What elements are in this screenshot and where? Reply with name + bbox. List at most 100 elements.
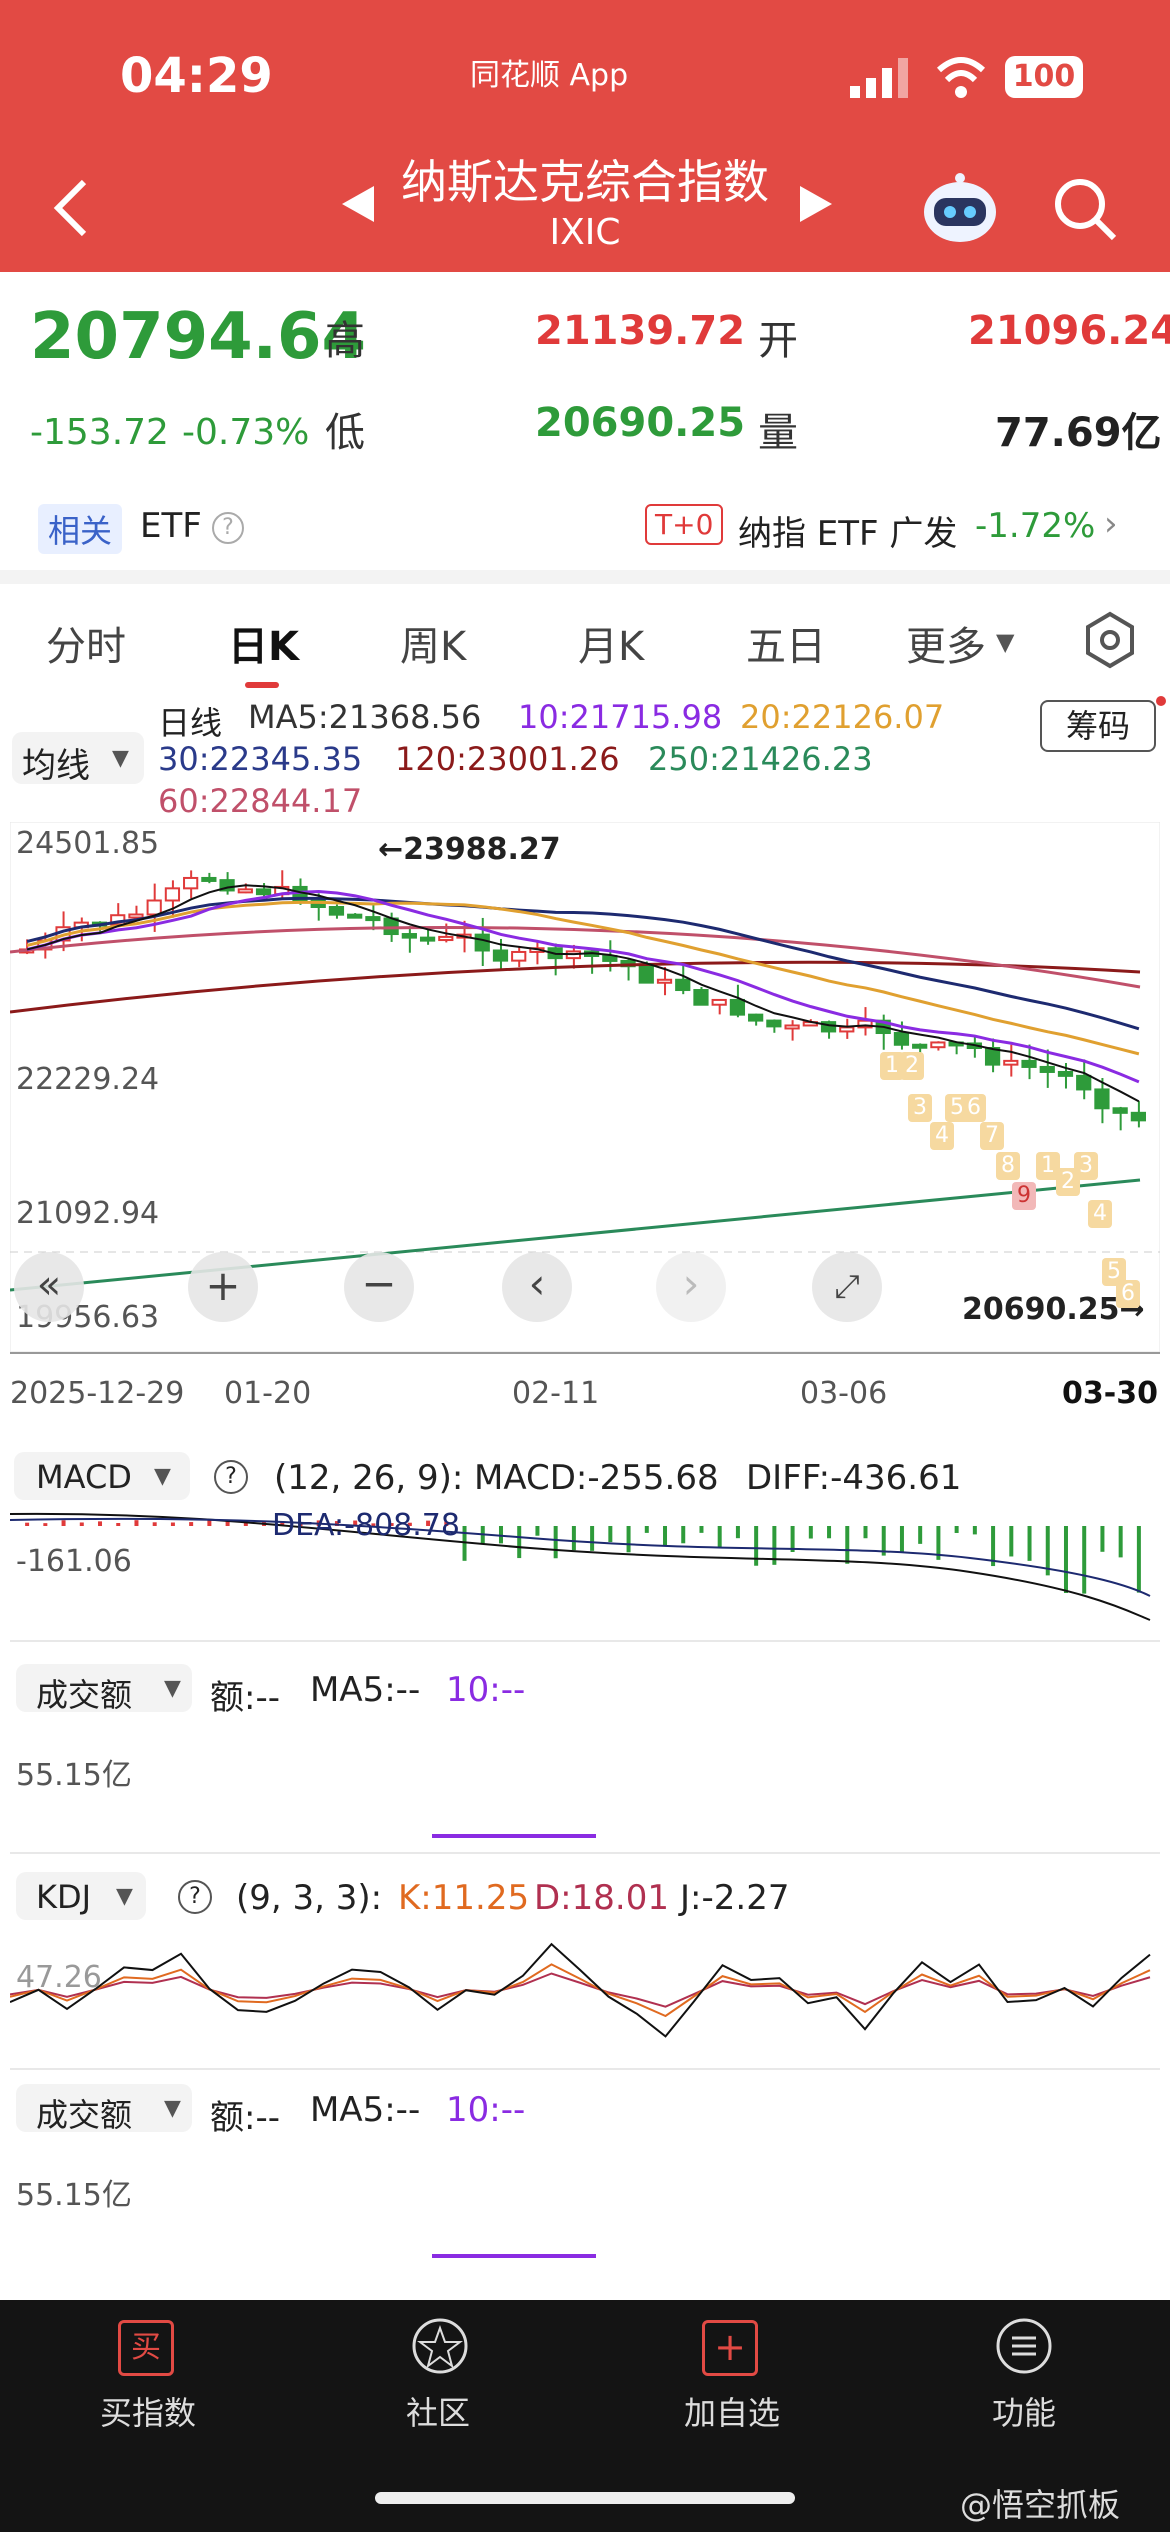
ma-selector-label: 均线 bbox=[22, 746, 90, 786]
candle-body bbox=[1094, 1088, 1110, 1110]
tab-five-day[interactable]: 五日 bbox=[746, 624, 826, 670]
tab-weekly-k[interactable]: 周K bbox=[400, 624, 467, 670]
nav-community[interactable]: 社区 bbox=[406, 2394, 471, 2432]
candle-body bbox=[164, 887, 181, 902]
macd-chart[interactable] bbox=[10, 1502, 1160, 1628]
turnover-ma10-line bbox=[432, 2254, 596, 2258]
fullscreen-icon[interactable]: ⤢ bbox=[812, 1252, 882, 1322]
candle-body bbox=[729, 998, 746, 1016]
candle-body bbox=[1112, 1107, 1128, 1114]
tab-daily-k[interactable]: 日K bbox=[228, 624, 299, 670]
turnover-y-label: 55.15亿 bbox=[16, 1758, 132, 1793]
sequence-marker: 1 bbox=[1036, 1152, 1060, 1180]
add-watchlist-icon[interactable]: + bbox=[702, 2320, 758, 2376]
help-icon[interactable]: ? bbox=[178, 1880, 212, 1914]
back-icon[interactable] bbox=[52, 178, 92, 238]
candle-body bbox=[328, 906, 345, 916]
candle-body bbox=[255, 888, 272, 896]
chips-button[interactable]: 筹码 bbox=[1040, 700, 1156, 752]
macd-selector-label: MACD bbox=[36, 1458, 132, 1496]
menu-icon[interactable] bbox=[994, 2316, 1054, 2376]
ma5-value: MA5:21368.56 bbox=[248, 698, 482, 736]
sequence-marker: 2 bbox=[900, 1052, 924, 1080]
community-icon[interactable] bbox=[410, 2316, 470, 2376]
candle-body bbox=[638, 965, 654, 984]
search-icon[interactable] bbox=[1052, 176, 1118, 242]
open-label: 开 bbox=[758, 318, 798, 364]
turnover-selector-label: 成交额 bbox=[36, 2096, 133, 2134]
zoom-out-icon[interactable]: − bbox=[344, 1252, 414, 1322]
help-icon[interactable]: ? bbox=[214, 1460, 248, 1494]
page-subtitle: IXIC bbox=[549, 212, 621, 253]
macd-selector[interactable]: MACD ▼ bbox=[14, 1452, 190, 1500]
ma-selector[interactable]: 均线 ▼ bbox=[12, 732, 144, 786]
kdj-y-label: 47.26 bbox=[16, 1960, 102, 1995]
buy-icon[interactable]: 买 bbox=[118, 2320, 174, 2376]
caret-down-icon: ▼ bbox=[996, 628, 1015, 656]
turnover-ma5: MA5:-- bbox=[310, 1670, 421, 1710]
candle-body bbox=[1003, 1059, 1019, 1066]
caret-down-icon: ▼ bbox=[116, 1884, 133, 1909]
kdj-selector-label: KDJ bbox=[36, 1878, 92, 1916]
price-change: -153.72 bbox=[30, 412, 169, 453]
tab-monthly-k[interactable]: 月K bbox=[578, 624, 645, 670]
price-change-pct: -0.73% bbox=[182, 412, 310, 453]
nav-buy-index[interactable]: 买指数 bbox=[100, 2394, 197, 2432]
kline-chart[interactable] bbox=[10, 822, 1160, 1352]
turnover-selector[interactable]: 成交额 ▼ bbox=[16, 1664, 192, 1714]
scroll-right-icon[interactable]: › bbox=[656, 1252, 726, 1322]
home-indicator[interactable] bbox=[375, 2492, 795, 2504]
ma10-value: 10:21715.98 bbox=[518, 698, 723, 736]
candle-body bbox=[1130, 1111, 1146, 1122]
candle-body bbox=[146, 899, 162, 916]
settings-hex-icon[interactable] bbox=[1080, 610, 1140, 670]
etf-label[interactable]: ETF bbox=[140, 506, 202, 546]
candle-body bbox=[219, 879, 235, 892]
y-label-2: 22229.24 bbox=[16, 1062, 160, 1097]
zoom-in-icon[interactable]: + bbox=[188, 1252, 258, 1322]
kdj-k: K:11.25 bbox=[398, 1878, 530, 1918]
prev-index-icon[interactable] bbox=[340, 184, 376, 224]
macd-value: MACD:-255.68 bbox=[474, 1458, 719, 1498]
kdj-selector[interactable]: KDJ ▼ bbox=[16, 1872, 146, 1920]
sequence-marker: 8 bbox=[996, 1152, 1020, 1180]
candle-body bbox=[201, 876, 217, 882]
zoom-all-icon[interactable]: « bbox=[14, 1252, 84, 1322]
candle-body bbox=[1021, 1059, 1037, 1068]
candle-body bbox=[675, 978, 691, 992]
next-index-icon[interactable] bbox=[798, 184, 834, 224]
candle-body bbox=[492, 949, 509, 962]
divider bbox=[10, 2068, 1160, 2070]
candle-body bbox=[401, 933, 417, 939]
tab-more[interactable]: 更多 bbox=[906, 624, 986, 670]
y-label-top: 24501.85 bbox=[16, 826, 160, 861]
low-value: 20690.25 bbox=[535, 400, 746, 446]
scroll-left-icon[interactable]: ‹ bbox=[502, 1252, 572, 1322]
high-label: 高 bbox=[325, 318, 365, 364]
wifi-icon bbox=[936, 57, 986, 98]
tab-intraday[interactable]: 分时 bbox=[46, 624, 126, 670]
turnover-ma10-line bbox=[432, 1834, 596, 1838]
candle-body bbox=[820, 1021, 837, 1033]
sequence-marker: 5 bbox=[1102, 1258, 1126, 1286]
chevron-right-icon[interactable]: › bbox=[1104, 504, 1118, 544]
divider bbox=[10, 1640, 1160, 1642]
ma60-value: 60:22844.17 bbox=[158, 782, 363, 820]
ma30-value: 30:22345.35 bbox=[158, 740, 363, 778]
turnover-amount: 额:-- bbox=[210, 2098, 280, 2138]
nav-add-watchlist[interactable]: 加自选 bbox=[684, 2394, 781, 2432]
sequence-marker: 3 bbox=[908, 1094, 932, 1122]
header-bar: 04:29 同花顺 App 100 纳斯达克综合指数 IXIC bbox=[0, 0, 1170, 272]
candle-body bbox=[912, 1043, 928, 1049]
diff-value: DIFF:-436.61 bbox=[746, 1458, 962, 1498]
kdj-chart[interactable] bbox=[10, 1926, 1160, 2060]
etf-name[interactable]: 纳指 ETF 广发 bbox=[738, 514, 958, 554]
candle-body bbox=[1076, 1074, 1092, 1091]
related-badge[interactable]: 相关 bbox=[38, 504, 123, 554]
robot-assistant-icon[interactable] bbox=[920, 172, 1000, 244]
turnover-selector[interactable]: 成交额 ▼ bbox=[16, 2084, 192, 2134]
nav-functions[interactable]: 功能 bbox=[992, 2394, 1057, 2432]
help-icon[interactable]: ? bbox=[212, 512, 244, 544]
macd-params: (12, 26, 9): bbox=[274, 1458, 464, 1498]
caret-down-icon: ▼ bbox=[154, 1464, 171, 1489]
